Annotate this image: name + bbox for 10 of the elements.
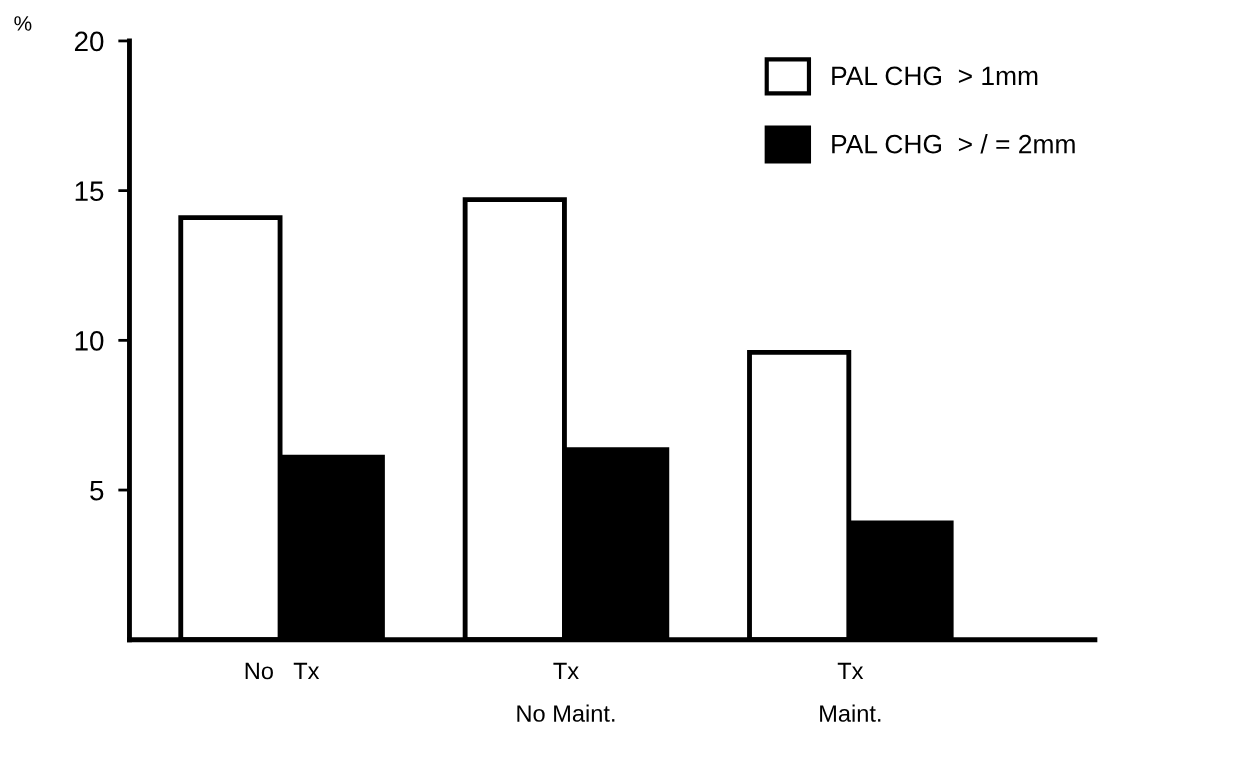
y-tick-label: 20 <box>74 31 104 52</box>
y-tick-label: 5 <box>90 481 104 501</box>
y-tick-label: 15 <box>75 181 104 201</box>
y-tick-label: 10 <box>75 331 104 351</box>
x-tick-label: No Tx <box>245 662 320 680</box>
x-tick-label: Tx Maint. <box>820 662 881 722</box>
legend-label: PAL CHG > / = 2mm <box>832 134 1075 154</box>
x-tick-label: Tx No Maint. <box>517 662 615 722</box>
y-axis-title: % <box>14 16 32 31</box>
legend-label: PAL CHG > 1mm <box>832 66 1038 86</box>
